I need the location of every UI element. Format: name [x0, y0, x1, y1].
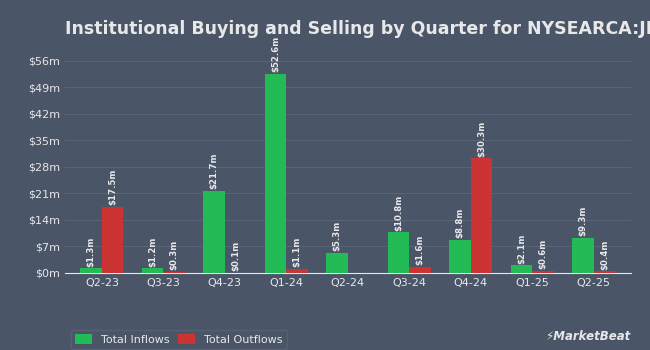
Bar	[572, 238, 593, 273]
Text: $1.3m: $1.3m	[86, 236, 96, 267]
Text: $9.3m: $9.3m	[578, 206, 588, 236]
Bar	[163, 272, 185, 273]
Text: $1.6m: $1.6m	[415, 235, 424, 265]
Bar	[102, 206, 124, 273]
Text: $30.3m: $30.3m	[477, 120, 486, 156]
Text: Institutional Buying and Selling by Quarter for NYSEARCA:JNUG: Institutional Buying and Selling by Quar…	[65, 20, 650, 38]
Bar	[410, 267, 431, 273]
Text: $21.7m: $21.7m	[209, 153, 218, 189]
Text: $52.6m: $52.6m	[271, 36, 280, 72]
Bar	[203, 191, 225, 273]
Bar	[286, 269, 308, 273]
Bar	[511, 265, 532, 273]
Text: $8.8m: $8.8m	[456, 208, 465, 238]
Text: $5.3m: $5.3m	[333, 221, 341, 251]
Text: $0.3m: $0.3m	[170, 240, 179, 270]
Bar	[326, 253, 348, 273]
Text: $1.1m: $1.1m	[292, 237, 302, 267]
Bar	[81, 268, 102, 273]
Bar	[387, 232, 410, 273]
Text: $0.4m: $0.4m	[600, 240, 609, 270]
Text: $17.5m: $17.5m	[108, 169, 117, 205]
Bar	[142, 268, 163, 273]
Bar	[593, 272, 615, 273]
Text: $1.2m: $1.2m	[148, 237, 157, 267]
Text: $0.6m: $0.6m	[538, 239, 547, 269]
Bar	[532, 271, 554, 273]
Text: ⚡MarketBeat: ⚡MarketBeat	[545, 330, 630, 343]
Legend: Total Inflows, Total Outflows: Total Inflows, Total Outflows	[71, 330, 287, 349]
Bar	[471, 158, 492, 273]
Bar	[265, 74, 286, 273]
Text: $0.1m: $0.1m	[231, 241, 240, 271]
Text: $2.1m: $2.1m	[517, 233, 526, 264]
Bar	[449, 240, 471, 273]
Text: $10.8m: $10.8m	[394, 194, 403, 231]
